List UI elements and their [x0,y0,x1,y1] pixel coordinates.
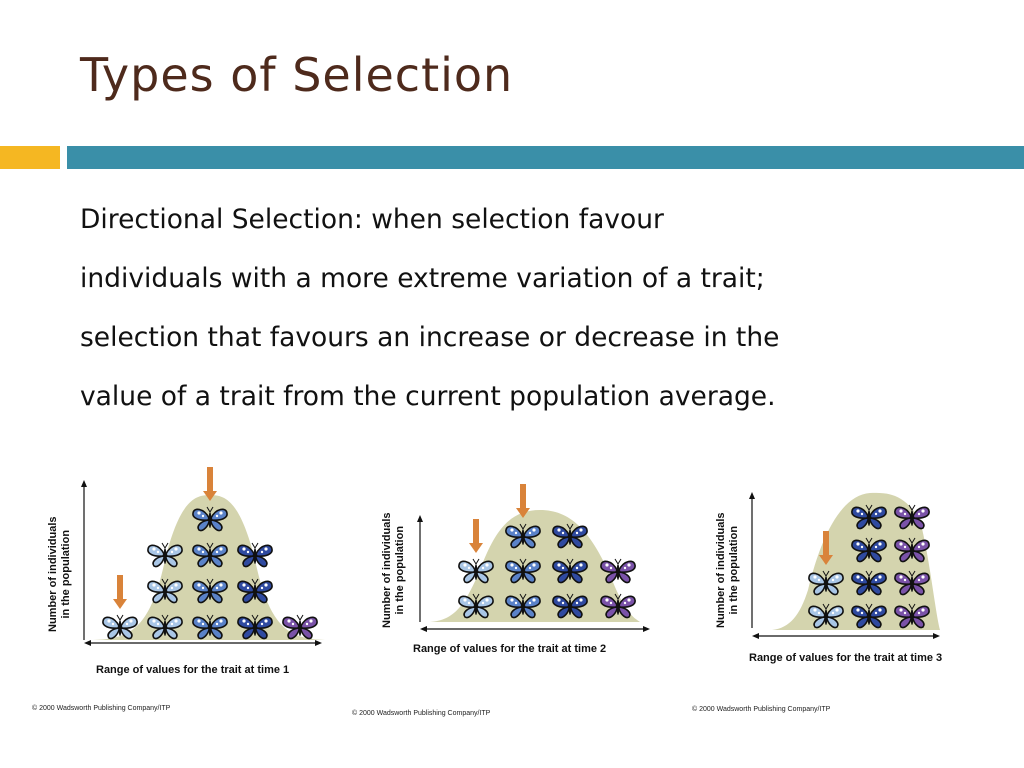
panel-1-butterfly [147,614,183,640]
panel-2-copyright: © 2000 Wadsworth Publishing Company/ITP [352,710,491,717]
body-line-1: Directional Selection: when selection fa… [80,204,664,235]
body-line-3: selection that favours an increase or de… [80,322,780,353]
panel-3-xlabel: Range of values for the trait at time 3 [749,652,943,664]
panel-1-butterfly [192,578,228,604]
panel-3-butterfly [894,603,930,629]
panel-2-selection-arrow [516,484,530,518]
panel-2-butterfly [600,558,636,584]
panel-2-butterfly [505,593,541,619]
panel-3-butterfly [894,537,930,563]
panel-3-butterfly [851,570,887,596]
panel-3-butterfly [808,603,844,629]
panel-1-copyright: © 2000 Wadsworth Publishing Company/ITP [32,705,171,712]
panel-2-butterfly [458,558,494,584]
panel-2-selection-arrow [469,519,483,553]
panel-1-selection-arrow [113,575,127,609]
accent-bar-teal [67,146,1024,169]
panel-1-butterfly [192,614,228,640]
panel-1-butterfly [237,542,273,568]
panel-2-butterfly [505,523,541,549]
panel-3-copyright: © 2000 Wadsworth Publishing Company/ITP [692,706,831,713]
panel-3-selection-arrow [819,531,833,565]
panel-2-butterfly [600,593,636,619]
panel-3-distribution-curve [772,492,940,630]
panel-2-butterfly [505,558,541,584]
panel-1-xlabel: Range of values for the trait at time 1 [96,664,290,676]
slide-title: Types of Selection [80,48,514,102]
panel-1-butterfly [282,614,318,640]
panel-3-butterfly [851,504,887,530]
panel-2-butterfly [552,558,588,584]
panel-3-butterfly [808,570,844,596]
panel-1-butterfly [102,614,138,640]
panel-1-butterfly [192,542,228,568]
panel-1-selection-arrow [203,467,217,501]
panel-2-butterfly [458,593,494,619]
body-line-4: value of a trait from the current popula… [80,381,776,412]
panel-2-xlabel: Range of values for the trait at time 2 [413,643,607,655]
panel-3-butterfly [894,570,930,596]
accent-bar-orange [0,146,60,169]
panel-1-butterfly [192,506,228,532]
body-line-2: individuals with a more extreme variatio… [80,263,765,294]
panel-1-butterfly [237,578,273,604]
panel-2-butterfly [552,523,588,549]
panel-1-butterfly [237,614,273,640]
panel-3-butterfly [894,504,930,530]
body-text: Directional Selection: when selection fa… [80,190,980,426]
panel-3-butterfly [851,537,887,563]
panel-3-butterfly [851,603,887,629]
panel-2-butterfly [552,593,588,619]
panel-1-distribution-curve [88,495,330,640]
panel-1-butterfly [147,542,183,568]
panel-1-butterfly [147,578,183,604]
